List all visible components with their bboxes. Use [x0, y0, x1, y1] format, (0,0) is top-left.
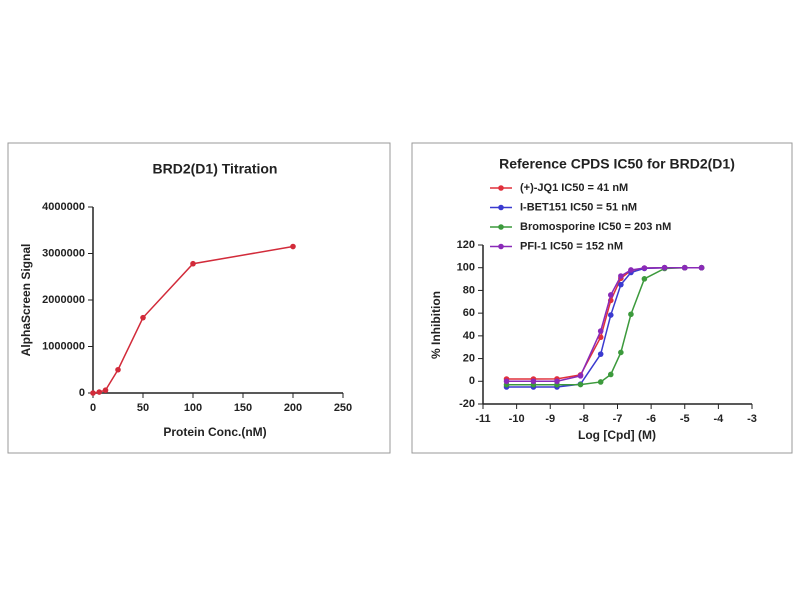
- legend-marker: [498, 243, 504, 250]
- data-point: [607, 312, 614, 318]
- data-point: [618, 281, 624, 288]
- y-tick-label: 2000000: [42, 294, 85, 306]
- data-point: [96, 389, 103, 395]
- data-point: [661, 264, 668, 271]
- x-tick-label: -6: [646, 413, 656, 425]
- data-point: [90, 390, 96, 396]
- x-tick-label: -5: [680, 413, 690, 425]
- data-point: [597, 328, 604, 334]
- data-point: [607, 371, 614, 378]
- data-point: [628, 311, 634, 318]
- data-point: [190, 260, 196, 267]
- y-tick-label: 1000000: [42, 340, 85, 352]
- legend-marker: [498, 224, 504, 230]
- data-point: [290, 243, 296, 250]
- x-axis-label: Protein Conc.(nM): [163, 425, 266, 439]
- x-tick-label: -4: [713, 413, 724, 425]
- y-axis-label: % Inhibition: [429, 291, 443, 359]
- legend-marker: [498, 204, 504, 211]
- data-point: [554, 378, 560, 385]
- x-tick-label: 250: [334, 402, 352, 414]
- y-tick-label: 80: [463, 284, 475, 296]
- legend-marker: [498, 185, 504, 191]
- x-tick-label: -8: [579, 413, 589, 425]
- legend-label: (+)-JQ1 IC50 = 41 nM: [520, 182, 628, 194]
- x-axis-label: Log [Cpd] (M): [578, 428, 656, 442]
- x-tick-label: 100: [184, 402, 202, 414]
- chart-title: BRD2(D1) Titration: [153, 161, 278, 177]
- y-tick-label: 0: [79, 387, 85, 399]
- y-tick-label: 100: [457, 262, 475, 274]
- legend-label: I-BET151 IC50 = 51 nM: [520, 201, 637, 213]
- y-tick-label: 4000000: [42, 201, 85, 213]
- x-tick-label: 200: [284, 402, 302, 414]
- x-tick-label: -10: [509, 413, 525, 425]
- data-point: [503, 378, 510, 385]
- data-point: [140, 314, 146, 321]
- data-point: [641, 265, 648, 271]
- data-point: [641, 276, 648, 282]
- y-tick-label: 0: [469, 375, 475, 387]
- y-tick-label: 20: [463, 352, 475, 364]
- series-line: [92, 245, 294, 394]
- panel: [7, 142, 391, 454]
- data-point: [618, 273, 624, 279]
- x-tick-label: 0: [90, 402, 96, 414]
- data-point: [681, 264, 688, 271]
- y-tick-label: -20: [459, 398, 475, 410]
- data-point: [577, 381, 584, 388]
- y-tick-label: 60: [463, 307, 475, 319]
- chart-title: Reference CPDS IC50 for BRD2(D1): [499, 156, 735, 172]
- data-point: [597, 351, 604, 357]
- y-tick-label: 40: [463, 330, 475, 342]
- data-point: [115, 366, 121, 373]
- data-point: [618, 349, 624, 356]
- data-point: [607, 292, 614, 298]
- x-tick-label: -9: [545, 413, 555, 425]
- y-tick-label: 3000000: [42, 247, 85, 259]
- data-point: [102, 387, 109, 394]
- data-point: [597, 379, 604, 385]
- data-point: [628, 267, 634, 273]
- y-tick-label: 120: [457, 239, 475, 251]
- legend-label: Bromosporine IC50 = 203 nM: [520, 221, 671, 233]
- series-line: [506, 266, 702, 380]
- data-point: [698, 264, 705, 271]
- panel: [411, 142, 793, 454]
- data-point: [530, 378, 537, 385]
- y-axis-label: AlphaScreen Signal: [19, 244, 33, 357]
- legend-label: PFI-1 IC50 = 152 nM: [520, 240, 623, 252]
- x-tick-label: -7: [613, 413, 623, 425]
- data-point: [577, 373, 584, 379]
- x-tick-label: 50: [137, 402, 149, 414]
- series-line: [506, 266, 702, 383]
- x-tick-label: -3: [747, 413, 757, 425]
- x-tick-label: 150: [234, 402, 252, 414]
- x-tick-label: -11: [475, 413, 490, 425]
